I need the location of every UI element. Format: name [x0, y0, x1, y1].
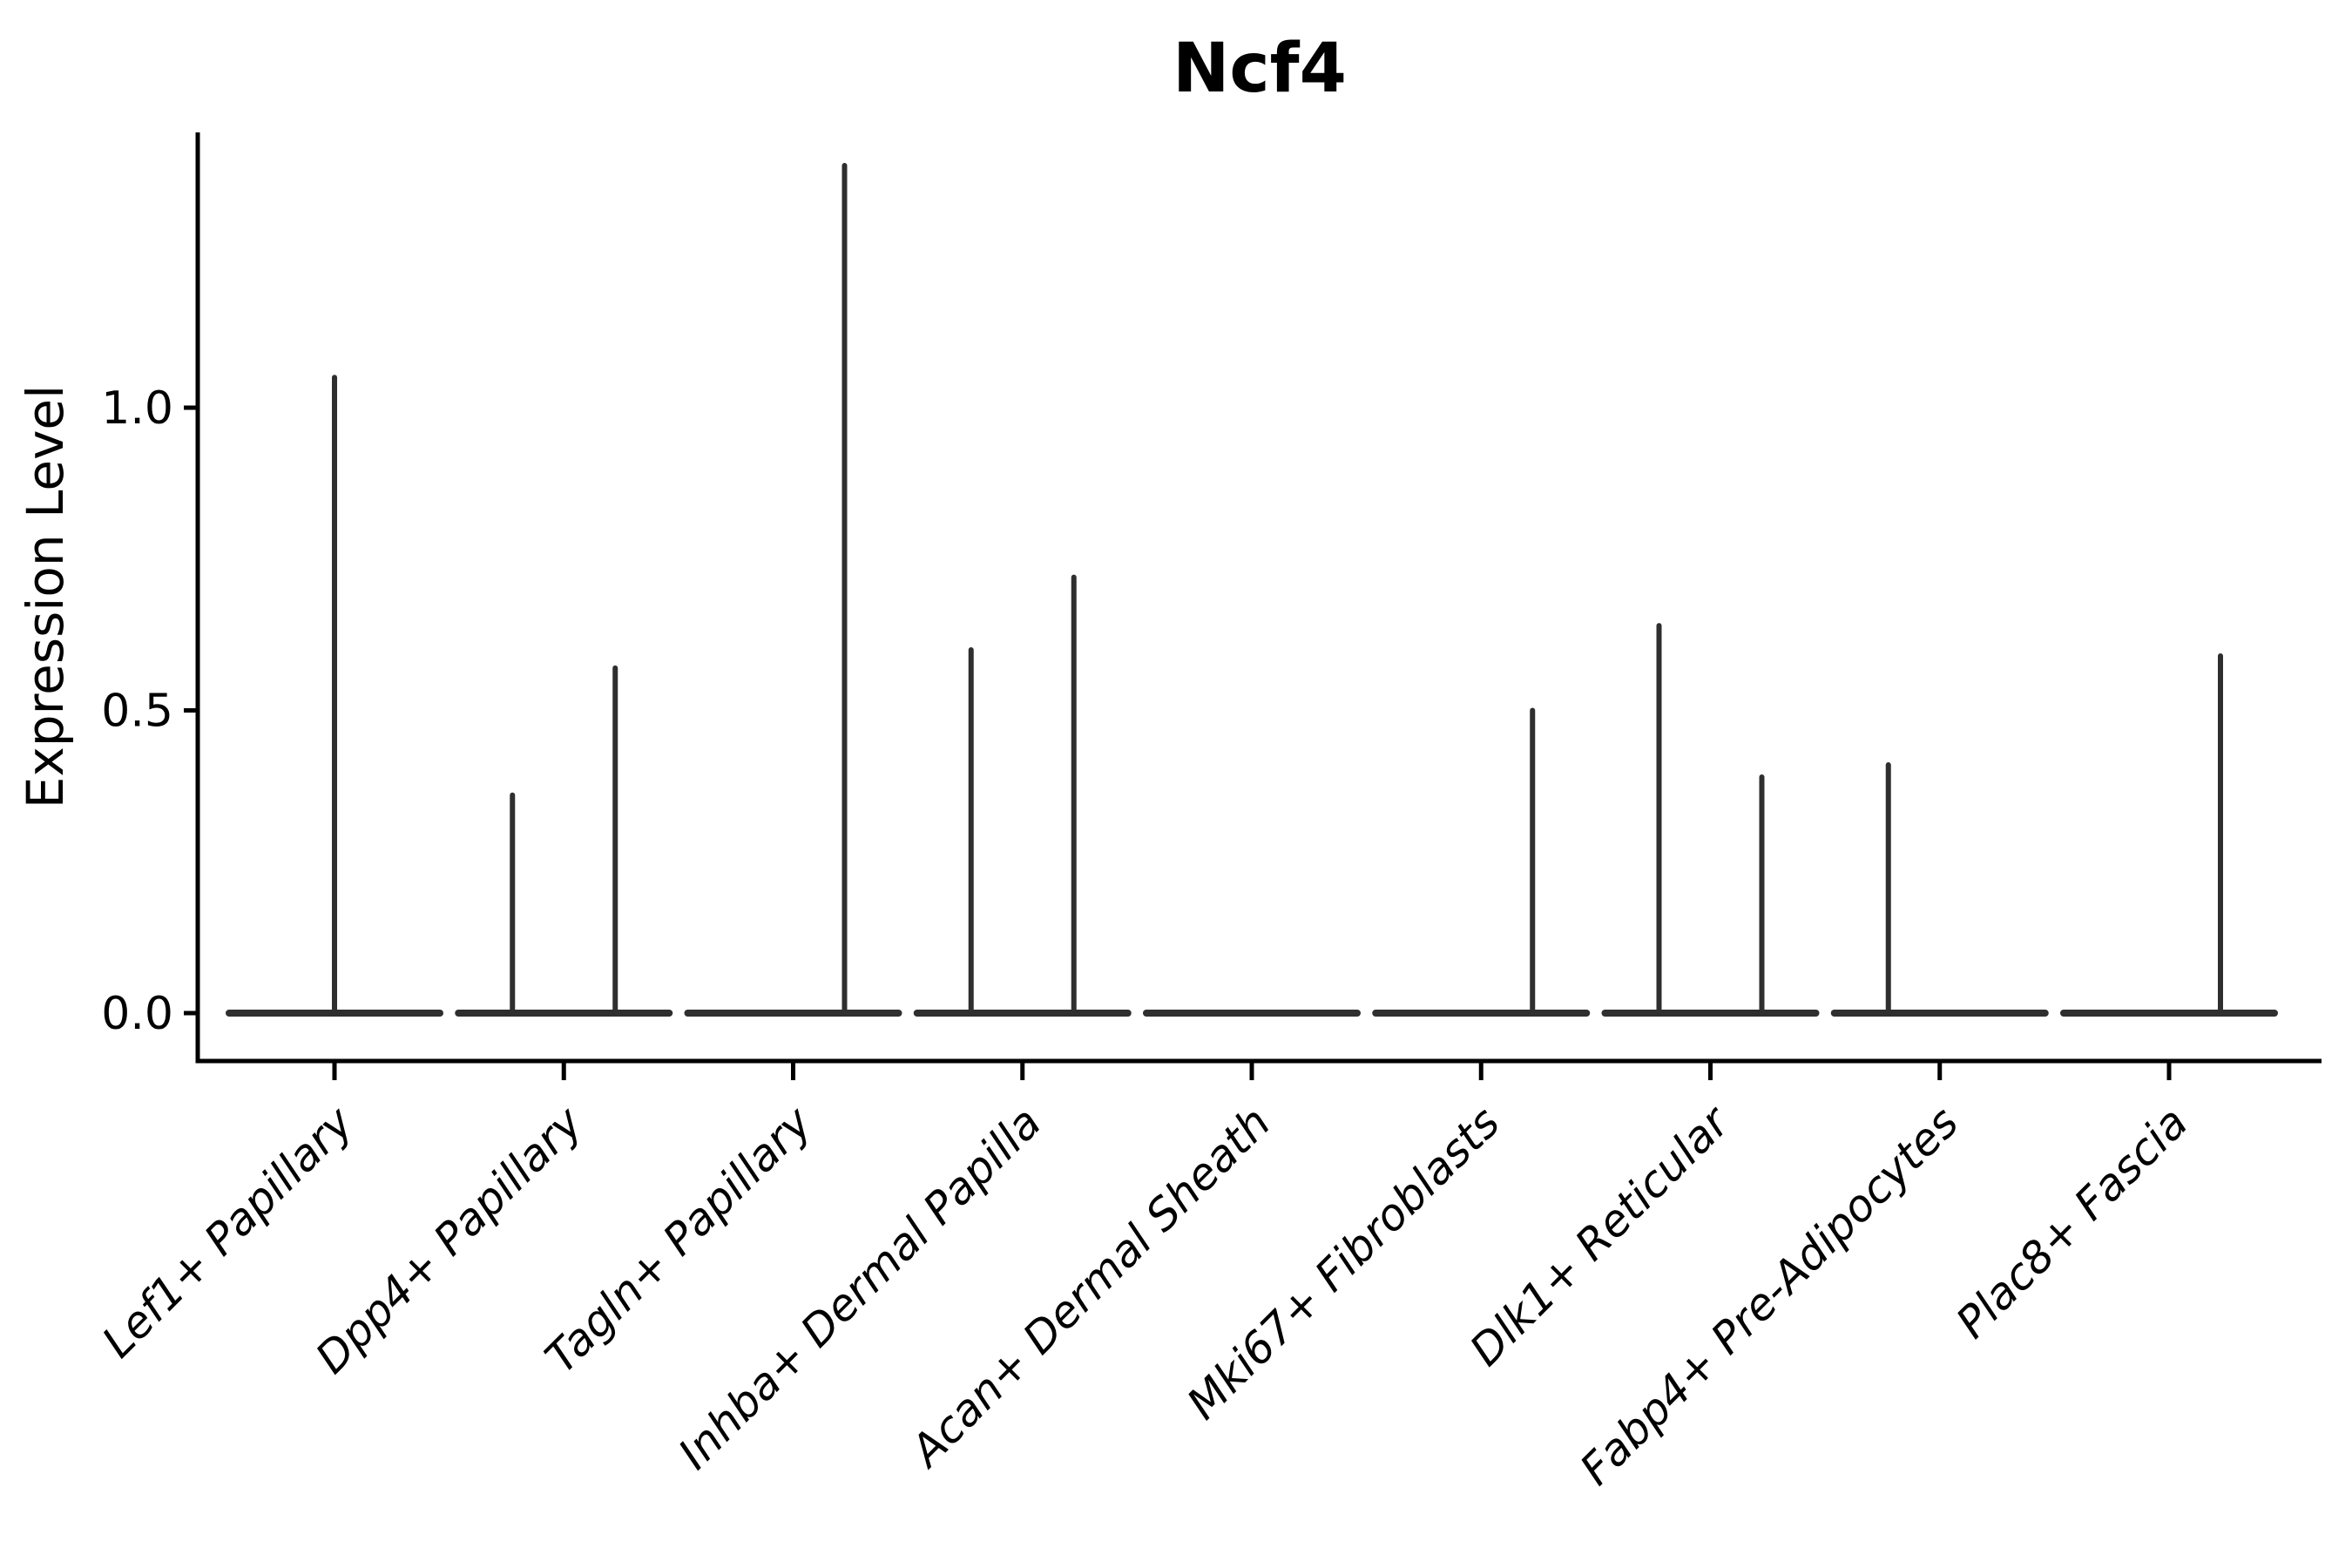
chart-title: Ncf4	[1173, 30, 1347, 108]
x-tick-label: Lef1+ Papillary	[92, 1096, 363, 1367]
violin-category-2	[684, 163, 902, 1017]
violin-category-1	[455, 665, 673, 1017]
violin-category-7	[1830, 762, 2049, 1017]
y-axis-label: Expression Level	[16, 385, 75, 808]
violin-category-0	[226, 375, 443, 1017]
y-tick-label: 0.5	[101, 686, 173, 738]
violin-category-8	[2060, 652, 2278, 1017]
x-tick-label: Acan+ Dermal Sheath	[900, 1097, 1281, 1477]
violin-category-6	[1601, 623, 1820, 1017]
y-tick-label: 1.0	[101, 382, 173, 435]
x-tick-label: Fabp4+ Pre-Adipocytes	[1571, 1097, 1969, 1495]
violin-category-5	[1372, 707, 1591, 1017]
x-tick-label: Plac8+ Fascia	[1947, 1097, 2198, 1348]
x-tick-label: Inhba+ Dermal Papilla	[669, 1097, 1051, 1478]
violin-category-3	[913, 574, 1132, 1017]
y-tick-label: 0.0	[101, 988, 173, 1040]
